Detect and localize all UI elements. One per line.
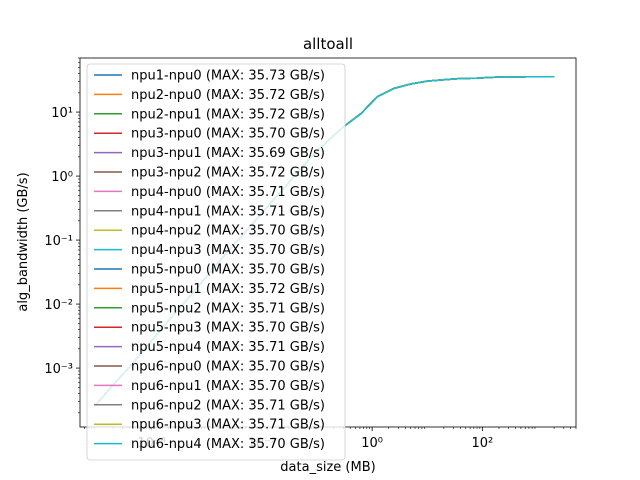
legend-label: npu6-npu2 (MAX: 35.71 GB/s) bbox=[131, 398, 325, 413]
chart-title: alltoall bbox=[303, 35, 353, 53]
y-tick-label: 10⁻¹ bbox=[44, 234, 73, 249]
legend-label: npu3-npu2 (MAX: 35.72 GB/s) bbox=[131, 166, 325, 181]
y-axis-label: alg_bandwidth (GB/s) bbox=[16, 172, 31, 311]
legend: npu1-npu0 (MAX: 35.73 GB/s) npu2-npu0 (MA… bbox=[86, 63, 346, 461]
legend-label: npu5-npu2 (MAX: 35.71 GB/s) bbox=[131, 301, 325, 316]
legend-label: npu6-npu0 (MAX: 35.70 GB/s) bbox=[131, 360, 325, 375]
legend-label: npu6-npu1 (MAX: 35.70 GB/s) bbox=[131, 379, 325, 394]
x-axis-label: data_size (MB) bbox=[280, 460, 375, 475]
x-tick-label: 10² bbox=[471, 436, 493, 451]
legend-label: npu5-npu4 (MAX: 35.71 GB/s) bbox=[131, 340, 325, 355]
y-tick-label: 10⁰ bbox=[51, 170, 73, 185]
y-tick-label: 10¹ bbox=[51, 106, 73, 121]
y-tick-label: 10⁻² bbox=[44, 298, 73, 313]
legend-label: npu1-npu0 (MAX: 35.73 GB/s) bbox=[131, 69, 325, 84]
legend-label: npu5-npu0 (MAX: 35.70 GB/s) bbox=[131, 263, 325, 278]
legend-label: npu3-npu0 (MAX: 35.70 GB/s) bbox=[131, 127, 325, 142]
legend-label: npu5-npu3 (MAX: 35.70 GB/s) bbox=[131, 321, 325, 336]
legend-label: npu6-npu3 (MAX: 35.71 GB/s) bbox=[131, 418, 325, 433]
legend-box bbox=[86, 63, 346, 461]
legend-label: npu4-npu2 (MAX: 35.70 GB/s) bbox=[131, 224, 325, 239]
legend-label: npu5-npu1 (MAX: 35.72 GB/s) bbox=[131, 282, 325, 297]
x-tick-label: 10⁰ bbox=[361, 436, 383, 451]
legend-label: npu2-npu1 (MAX: 35.72 GB/s) bbox=[131, 107, 325, 122]
legend-label: npu6-npu4 (MAX: 35.70 GB/s) bbox=[131, 437, 325, 452]
legend-label: npu4-npu1 (MAX: 35.71 GB/s) bbox=[131, 204, 325, 219]
y-tick-label: 10⁻³ bbox=[44, 362, 73, 377]
legend-label: npu2-npu0 (MAX: 35.72 GB/s) bbox=[131, 88, 325, 103]
legend-label: npu4-npu3 (MAX: 35.70 GB/s) bbox=[131, 243, 325, 258]
legend-label: npu4-npu0 (MAX: 35.71 GB/s) bbox=[131, 185, 325, 200]
legend-label: npu3-npu1 (MAX: 35.69 GB/s) bbox=[131, 146, 325, 161]
